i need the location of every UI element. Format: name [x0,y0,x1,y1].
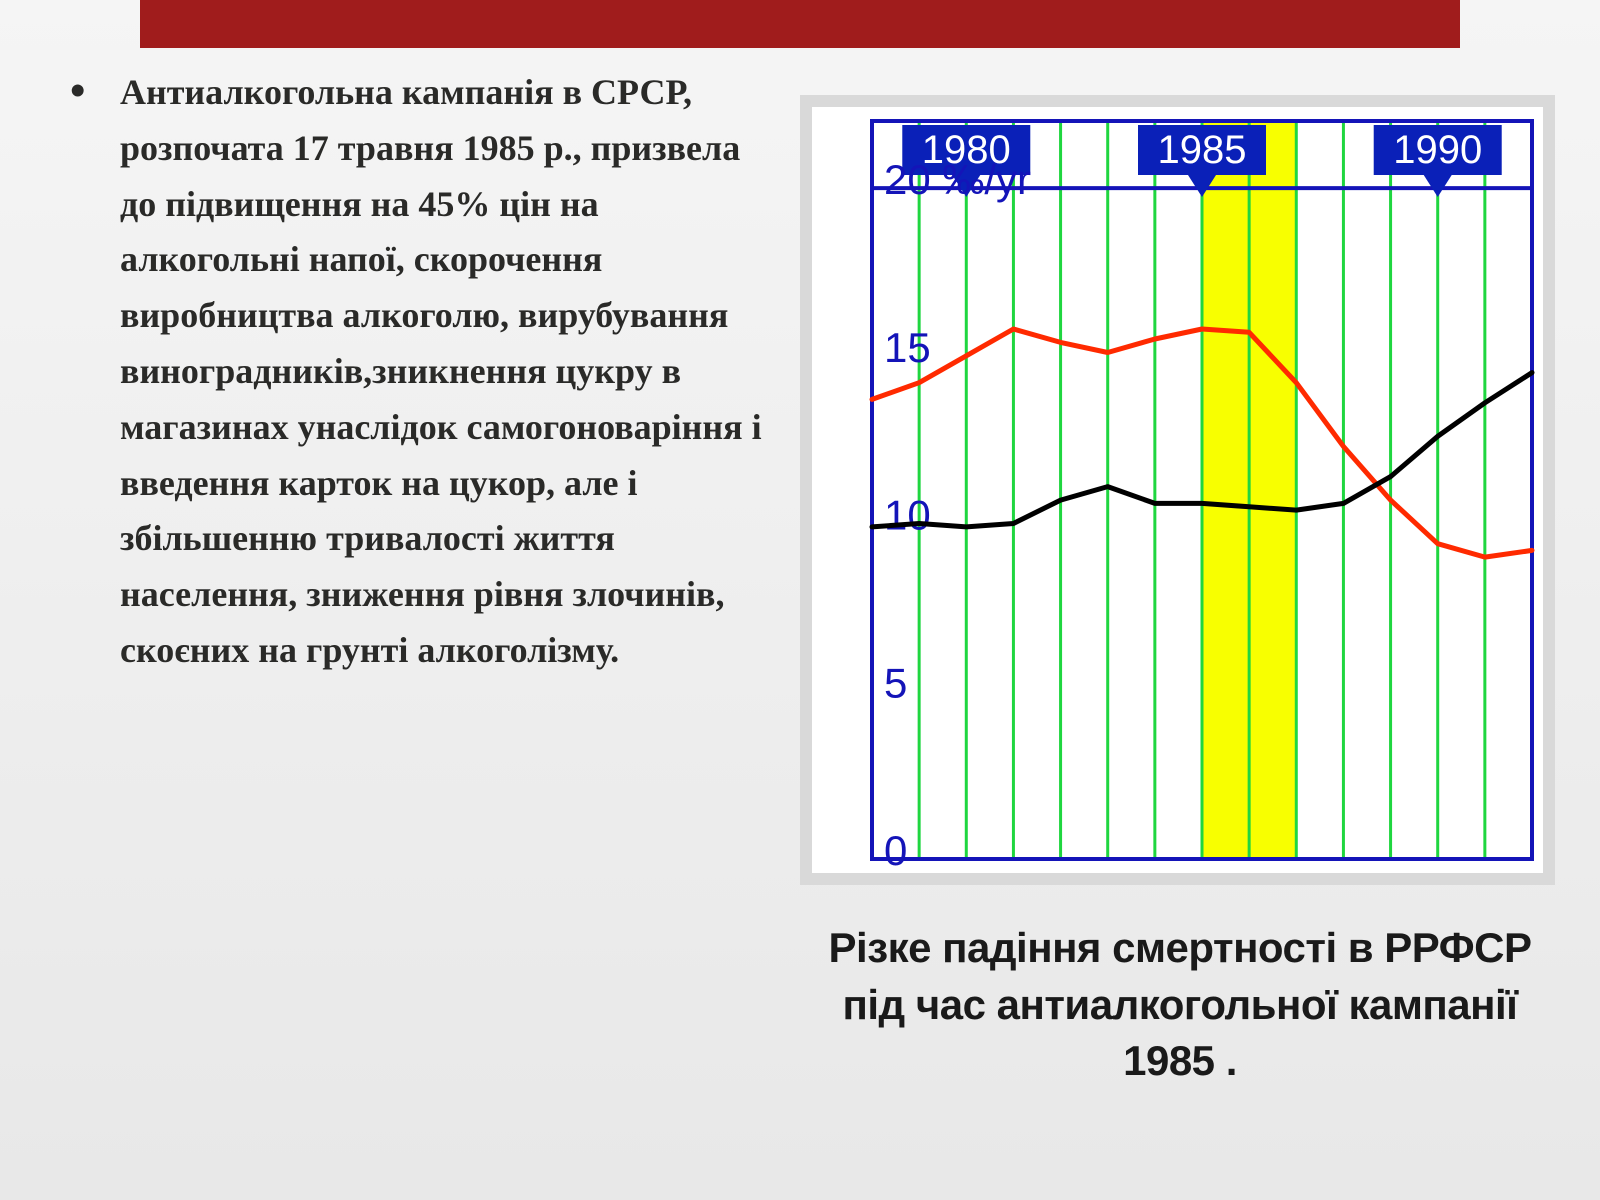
bullet-dot: • [70,65,85,118]
header-red-bar [140,0,1460,48]
y-tick-5: 5 [884,659,907,706]
bullet-text: Антиалкогольна кампанія в СРСР, розпочат… [120,65,770,679]
y-tick-10: 10 [884,492,931,539]
chart-container: 19801985199005101520 ‰/yr [800,95,1555,885]
svg-text:1985: 1985 [1158,128,1247,172]
y-tick-0: 0 [884,827,907,873]
mortality-chart: 19801985199005101520 ‰/yr [812,107,1543,873]
bullet-paragraph: • Антиалкогольна кампанія в СРСР, розпоч… [70,65,770,679]
svg-text:1990: 1990 [1393,128,1482,172]
y-tick-20: 20 ‰/yr [884,156,1031,203]
y-tick-15: 15 [884,324,931,371]
chart-caption: Різке падіння смертності в РРФСР під час… [800,920,1560,1090]
chart-plot-area: 19801985199005101520 ‰/yr [812,107,1543,873]
